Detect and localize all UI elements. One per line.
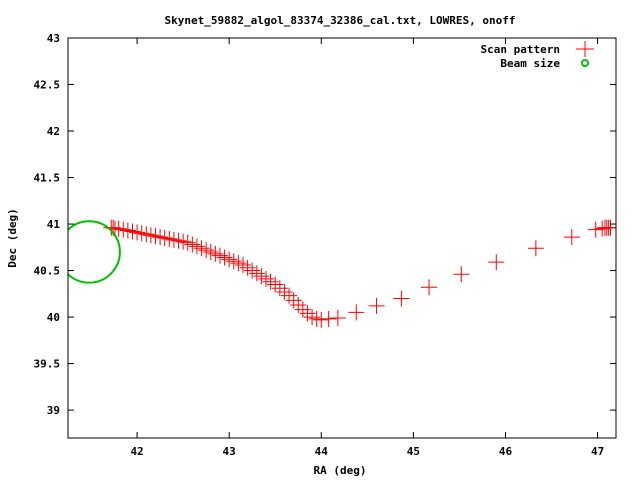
x-tick-label: 45 bbox=[407, 445, 420, 458]
scan-point bbox=[225, 253, 242, 270]
scan-point bbox=[527, 240, 544, 257]
scan-point bbox=[453, 266, 470, 283]
y-axis: 39 39.5 40 40.5 41 41.5 42 42.5 43 bbox=[34, 32, 616, 417]
scan-point bbox=[175, 233, 192, 250]
scan-point bbox=[207, 245, 224, 262]
scan-point bbox=[138, 226, 155, 243]
scan-point bbox=[267, 276, 284, 293]
legend-swatch-beam-size bbox=[581, 59, 589, 67]
scan-point bbox=[234, 256, 251, 273]
scan-point bbox=[115, 221, 132, 238]
y-tick-label: 39 bbox=[47, 404, 60, 417]
scan-point bbox=[198, 242, 215, 259]
scan-point bbox=[216, 249, 233, 266]
scan-point bbox=[161, 230, 178, 247]
scan-point bbox=[258, 270, 275, 287]
scan-point bbox=[294, 301, 311, 318]
scan-point bbox=[488, 254, 505, 271]
scan-point bbox=[124, 223, 141, 240]
scan-point bbox=[119, 222, 136, 239]
y-tick-label: 39.5 bbox=[34, 358, 61, 371]
scan-point bbox=[179, 234, 196, 251]
y-tick-label: 41.5 bbox=[34, 172, 61, 185]
x-tick-label: 44 bbox=[315, 445, 329, 458]
scan-point bbox=[133, 225, 150, 242]
scan-point bbox=[348, 304, 365, 321]
y-tick-label: 41 bbox=[47, 218, 61, 231]
scan-point bbox=[110, 220, 127, 237]
scan-point bbox=[188, 238, 205, 255]
x-tick-label: 42 bbox=[130, 445, 143, 458]
beam-size-circle bbox=[68, 220, 121, 284]
scan-point bbox=[313, 311, 330, 328]
scan-point bbox=[587, 221, 604, 238]
scan-point bbox=[304, 309, 321, 326]
x-tick-label: 47 bbox=[591, 445, 604, 458]
legend-label-scan-pattern: Scan pattern bbox=[481, 43, 560, 56]
y-tick-label: 40.5 bbox=[34, 265, 61, 278]
y-tick-label: 42 bbox=[47, 125, 60, 138]
scan-point bbox=[299, 305, 316, 322]
scan-point bbox=[147, 228, 164, 245]
legend-swatch-scan-pattern bbox=[576, 41, 594, 57]
scan-point bbox=[211, 247, 228, 264]
x-axis: 42 43 44 45 46 47 bbox=[130, 38, 604, 458]
scan-point bbox=[290, 296, 307, 313]
scan-point bbox=[244, 262, 261, 279]
x-tick-label: 46 bbox=[499, 445, 513, 458]
scan-point bbox=[253, 268, 270, 285]
scan-point bbox=[152, 229, 169, 246]
legend-label-beam-size: Beam size bbox=[500, 57, 560, 70]
scan-point bbox=[421, 279, 438, 296]
scan-point bbox=[202, 243, 219, 260]
scan-point bbox=[368, 297, 385, 314]
x-tick-label: 43 bbox=[223, 445, 236, 458]
scan-point bbox=[393, 290, 410, 307]
y-tick-label: 43 bbox=[47, 32, 60, 45]
scan-point bbox=[563, 229, 580, 246]
plot-area bbox=[68, 219, 616, 328]
scan-point bbox=[276, 283, 293, 300]
scan-point bbox=[193, 240, 210, 257]
x-axis-label: RA (deg) bbox=[314, 464, 367, 477]
scan-point bbox=[239, 259, 256, 276]
y-tick-label: 42.5 bbox=[34, 79, 61, 92]
legend: Scan pattern Beam size bbox=[481, 41, 594, 70]
plot-frame bbox=[67, 37, 617, 439]
y-tick-label: 40 bbox=[47, 311, 60, 324]
scan-point bbox=[142, 227, 159, 244]
scan-point bbox=[271, 280, 288, 297]
scan-point bbox=[221, 251, 238, 268]
chart-title: Skynet_59882_algol_83374_32386_cal.txt, … bbox=[165, 14, 516, 27]
scan-point bbox=[248, 265, 265, 282]
scan-point bbox=[320, 310, 337, 327]
scan-point bbox=[165, 231, 182, 248]
scan-point bbox=[184, 236, 201, 253]
scan-point bbox=[129, 224, 146, 241]
scan-point bbox=[285, 292, 302, 309]
scan-point bbox=[262, 273, 279, 290]
scan-point bbox=[170, 232, 187, 249]
scan-point bbox=[230, 255, 247, 272]
y-axis-label: Dec (deg) bbox=[6, 208, 19, 268]
scan-point bbox=[594, 220, 611, 237]
scan-point bbox=[281, 287, 298, 304]
scan-point bbox=[329, 310, 346, 326]
scan-point bbox=[156, 230, 173, 246]
